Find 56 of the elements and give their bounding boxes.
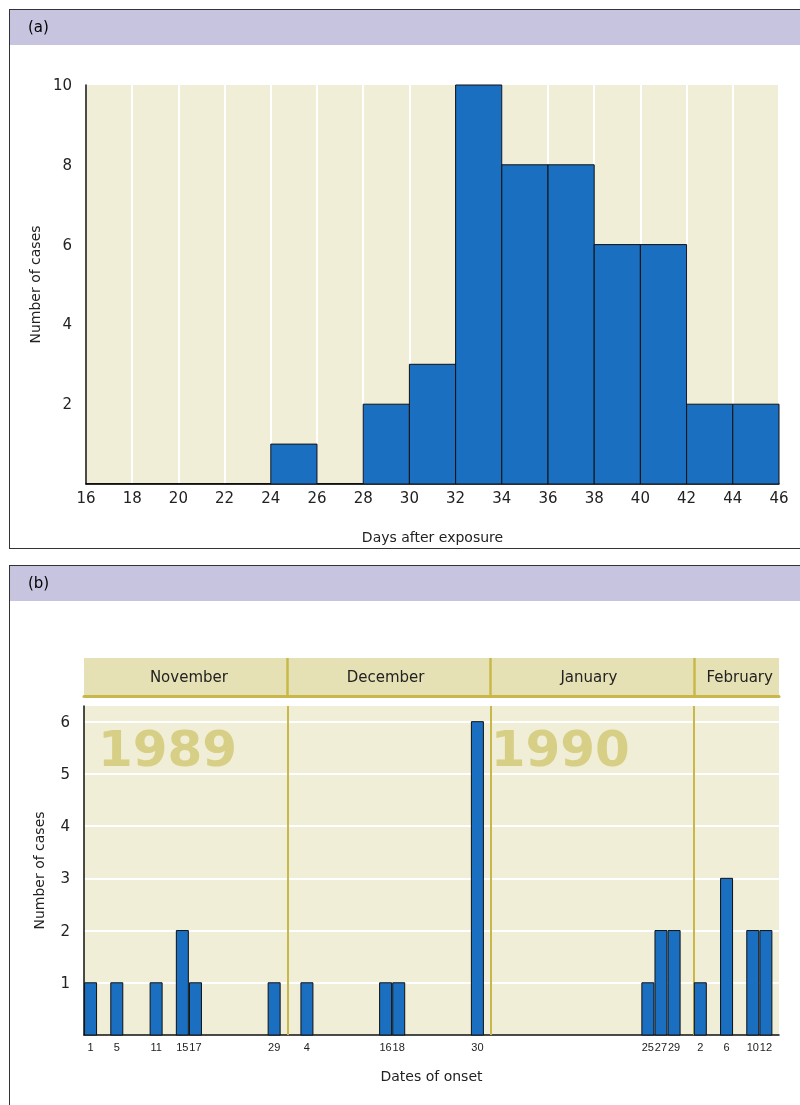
- x-tick-label: 18: [122, 488, 142, 507]
- x-tick-label: 27: [654, 1040, 668, 1053]
- x2-tick-label: November: [149, 667, 229, 686]
- x2-tick-label: January: [559, 667, 618, 686]
- x-tick-label: 4: [303, 1040, 310, 1053]
- y-tick-label: 10: [52, 76, 72, 94]
- y-tick-label: 4: [60, 817, 70, 836]
- x-tick-label: 16: [379, 1040, 392, 1053]
- x-tick-label: 29: [268, 1040, 281, 1053]
- x-tick-label: 6: [723, 1040, 730, 1053]
- y-tick-label: 2: [62, 395, 72, 414]
- x-tick-label: 46: [769, 488, 789, 507]
- x-tick-label: 10: [746, 1040, 759, 1053]
- x-axis-title: Dates of onset: [380, 1068, 483, 1084]
- x-tick-label: 20: [168, 488, 188, 507]
- x-tick-label: 17: [189, 1040, 202, 1053]
- x-tick-label: 12: [759, 1040, 773, 1053]
- x-tick-label: 28: [353, 488, 373, 507]
- annotation: 1989: [98, 720, 238, 778]
- chart-title: (b): [10, 566, 800, 601]
- x-tick-label: 38: [584, 488, 604, 507]
- chart-title: (a): [10, 10, 800, 45]
- x-tick-label: 5: [113, 1040, 120, 1053]
- x-tick-label: 26: [307, 488, 327, 507]
- x-tick-label: 32: [446, 488, 466, 507]
- x-tick-label: 16: [76, 488, 96, 507]
- y-axis-title: Number of cases: [31, 811, 47, 930]
- y-tick-label: 4: [62, 315, 72, 334]
- y-tick-label: 6: [60, 712, 70, 731]
- y-tick-label: 1: [60, 973, 70, 992]
- y-tick-label: 3: [60, 869, 70, 888]
- y-tick-label: 6: [62, 235, 72, 254]
- x-tick-label: 42: [677, 488, 697, 507]
- x-tick-label: 44: [723, 488, 743, 507]
- x-tick-label: 15: [176, 1040, 189, 1053]
- x-tick-label: 29: [667, 1040, 681, 1053]
- x-tick-label: 40: [630, 488, 650, 507]
- x-tick-label: 25: [641, 1040, 654, 1053]
- y-tick-label: 2: [60, 921, 70, 940]
- annotation: 1990: [490, 720, 630, 778]
- x-tick-label: 11: [150, 1040, 162, 1053]
- x-tick-label: 1: [87, 1040, 94, 1053]
- x-tick-label: 2: [697, 1040, 704, 1053]
- x2-tick-label: February: [706, 667, 774, 686]
- y-axis-title: Number of cases: [27, 225, 44, 344]
- x-tick-label: 18: [392, 1040, 405, 1053]
- x-tick-label: 22: [215, 488, 235, 507]
- y-tick-label: 8: [62, 155, 72, 174]
- x-axis-title: Days after exposure: [361, 529, 504, 545]
- x2-tick-label: December: [346, 667, 426, 686]
- x-tick-label: 24: [261, 488, 281, 507]
- y-tick-label: 5: [60, 764, 70, 783]
- x-tick-label: 30: [399, 488, 419, 507]
- x-tick-label: 30: [471, 1040, 484, 1053]
- x-tick-label: 34: [492, 488, 512, 507]
- x-tick-label: 36: [538, 488, 558, 507]
